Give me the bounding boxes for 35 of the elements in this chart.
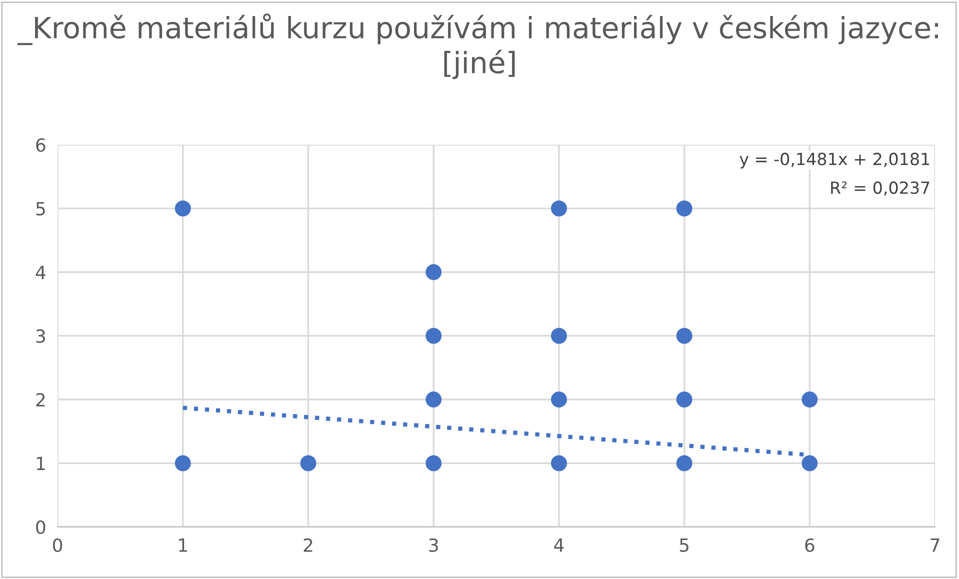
- y-tick-label: 1: [36, 456, 45, 470]
- y-tick-label: 4: [36, 266, 46, 279]
- point: [676, 328, 692, 344]
- x-tick-label: 2: [304, 538, 312, 552]
- point: [426, 455, 442, 472]
- y-tick-label: 5: [36, 202, 45, 216]
- chart-title: _Kromě materiálů kurzu používám i materiály v českém jazyce: [jiné]: [17, 13, 938, 80]
- x-tick-label: 0: [52, 538, 62, 552]
- y-tick-label: 0: [36, 520, 46, 534]
- point: [174, 455, 191, 472]
- x-tick-label: 5: [680, 538, 688, 552]
- point: [676, 200, 692, 216]
- point: [550, 328, 567, 344]
- annotation: y = -0,1481x + 2,0181: [740, 152, 930, 169]
- point: [550, 455, 567, 472]
- y-tick-label: 2: [36, 392, 45, 406]
- point: [802, 455, 818, 472]
- x-tick-label: 4: [554, 538, 564, 552]
- point: [426, 328, 442, 344]
- point: [802, 392, 818, 408]
- point: [174, 200, 191, 216]
- point: [426, 392, 442, 408]
- x-tick-label: 7: [930, 538, 940, 552]
- point: [300, 455, 316, 472]
- y-tick-label: 6: [36, 138, 46, 152]
- annotation: R² = 0,0237: [831, 181, 930, 196]
- point: [426, 264, 442, 280]
- point: [550, 392, 567, 408]
- x-tick-label: 3: [429, 538, 438, 552]
- x-tick-label: 1: [179, 538, 187, 552]
- point: [550, 200, 567, 216]
- y-tick-label: 3: [36, 329, 45, 343]
- point: [676, 392, 692, 408]
- point: [676, 455, 692, 472]
- x-tick-label: 6: [805, 538, 814, 552]
